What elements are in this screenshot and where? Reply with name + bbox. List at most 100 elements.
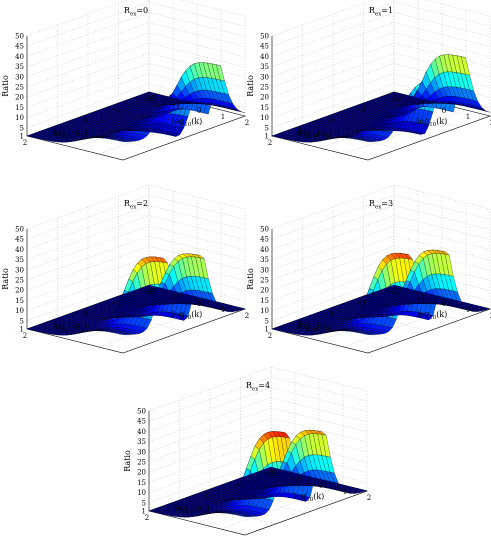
- surface-mesh: [26, 253, 246, 336]
- z-tick-label: 10: [260, 307, 269, 315]
- x-tick-label: −1: [356, 299, 366, 307]
- x-axis-label-part: ): [84, 129, 87, 138]
- x-axis-label-part: 0: [203, 509, 207, 515]
- x-tick-label: −2: [387, 288, 397, 296]
- z-tick-label: 40: [260, 246, 269, 254]
- x-tick-label: −1: [111, 299, 121, 307]
- y-tick-label: 1: [221, 306, 225, 314]
- surface-panel-3: 15101520253035404550210−1−2−2−1012Ratiol…: [246, 184, 491, 354]
- x-axis-label-part: (σ: [72, 129, 81, 138]
- x-axis-label-part: log: [175, 504, 188, 513]
- y-axis-label: log10(k): [294, 492, 325, 503]
- z-tick-label: 20: [137, 469, 146, 477]
- surface-patch: [389, 284, 399, 288]
- y-tick-label: 0: [442, 300, 446, 308]
- z-tick-label: 50: [260, 226, 269, 234]
- z-tick-label: 1: [20, 326, 24, 334]
- y-tick-label: 1: [466, 306, 470, 314]
- y-axis-label-part: (k): [436, 310, 447, 319]
- y-tick-label: 1: [466, 113, 470, 121]
- y-axis-label-part: log: [172, 310, 185, 319]
- z-tick-label: 15: [15, 297, 24, 305]
- y-axis-label: log10(k): [172, 310, 203, 321]
- x-tick-label: 0: [84, 310, 88, 318]
- z-tick-label: 30: [137, 448, 146, 456]
- panel-title-part: =0: [136, 6, 148, 15]
- z-axis-label: Ratio: [246, 268, 255, 290]
- y-tick-label: 2: [245, 312, 249, 320]
- z-tick-label: 5: [265, 124, 269, 132]
- x-tick-label: 1: [53, 321, 57, 329]
- x-axis-label-part: 0: [81, 327, 85, 333]
- x-axis-label-part: 10: [310, 134, 317, 140]
- x-axis-label-part: 0: [81, 134, 85, 140]
- panel-title-part: R: [124, 199, 131, 208]
- z-tick-label: 5: [142, 499, 146, 507]
- z-tick-label: 10: [15, 114, 24, 122]
- panel-title-part: =2: [136, 199, 148, 208]
- x-axis-label-part: log: [298, 322, 311, 331]
- x-tick-label: 2: [268, 139, 272, 147]
- x-axis-label: log10(σ0): [53, 322, 88, 333]
- x-axis-label-part: (σ: [72, 322, 81, 331]
- z-tick-label: 50: [260, 33, 269, 41]
- surface-mesh: [271, 249, 491, 336]
- x-tick-label: 2: [268, 332, 272, 340]
- panel-title-part: ex: [252, 387, 259, 393]
- x-axis-label-part: 10: [65, 327, 72, 333]
- y-tick-label: −2: [146, 288, 156, 296]
- z-tick-label: 35: [260, 63, 269, 71]
- z-axis-label: Ratio: [1, 268, 10, 290]
- y-tick-label: −1: [415, 294, 425, 302]
- surface-panel-1: 15101520253035404550210−1−2−2−1012Ratiol…: [246, 0, 491, 161]
- x-tick-label: 1: [175, 503, 179, 511]
- x-axis-label-part: ): [84, 322, 87, 331]
- surface-patch: [389, 91, 399, 95]
- x-axis-label: log10(σ0): [175, 504, 210, 515]
- x-axis-label-part: 10: [65, 134, 72, 140]
- z-tick-label: 30: [260, 73, 269, 81]
- z-tick-label: 30: [260, 266, 269, 274]
- surface-mesh: [26, 62, 246, 143]
- y-axis-label-part: 10: [184, 122, 191, 128]
- y-axis-label-part: (k): [191, 117, 202, 126]
- panel-title-part: ex: [130, 205, 137, 211]
- x-tick-label: 0: [84, 117, 88, 125]
- y-tick-label: 2: [490, 119, 491, 127]
- x-axis-label: log10(σ0): [53, 129, 88, 140]
- z-tick-label: 45: [15, 236, 24, 244]
- z-tick-label: 25: [137, 459, 146, 467]
- panel-title-part: R: [369, 6, 376, 15]
- z-tick-label: 1: [265, 133, 269, 141]
- x-axis-label-part: (σ: [194, 504, 203, 513]
- z-tick-label: 5: [20, 317, 24, 325]
- y-axis-label-part: 10: [429, 315, 436, 321]
- z-tick-label: 25: [260, 277, 269, 285]
- z-tick-label: 10: [15, 307, 24, 315]
- x-tick-label: 2: [23, 332, 27, 340]
- z-tick-label: 35: [260, 256, 269, 264]
- z-tick-label: 1: [265, 326, 269, 334]
- panel-title: Rex=4: [246, 381, 270, 393]
- z-tick-label: 45: [15, 43, 24, 51]
- z-tick-label: 40: [137, 428, 146, 436]
- x-axis-label-part: log: [53, 322, 66, 331]
- surface-panel-4: 15101520253035404550210−1−2−2−1012Ratiol…: [123, 366, 371, 536]
- x-tick-label: 1: [298, 128, 302, 136]
- z-tick-label: 40: [260, 53, 269, 61]
- x-axis-label-part: 0: [326, 134, 330, 140]
- y-axis-label-part: (k): [313, 492, 324, 501]
- z-tick-label: 15: [260, 297, 269, 305]
- surface-patch: [144, 91, 154, 95]
- z-tick-label: 30: [15, 266, 24, 274]
- z-tick-label: 10: [137, 489, 146, 497]
- x-tick-label: −1: [233, 481, 243, 489]
- y-axis-label-part: 10: [306, 497, 313, 503]
- x-tick-label: −2: [387, 95, 397, 103]
- z-tick-label: 50: [15, 33, 24, 41]
- z-tick-label: 40: [15, 53, 24, 61]
- surface-mesh: [271, 54, 491, 143]
- y-tick-label: −1: [292, 476, 302, 484]
- x-axis-label: log10(σ0): [298, 322, 333, 333]
